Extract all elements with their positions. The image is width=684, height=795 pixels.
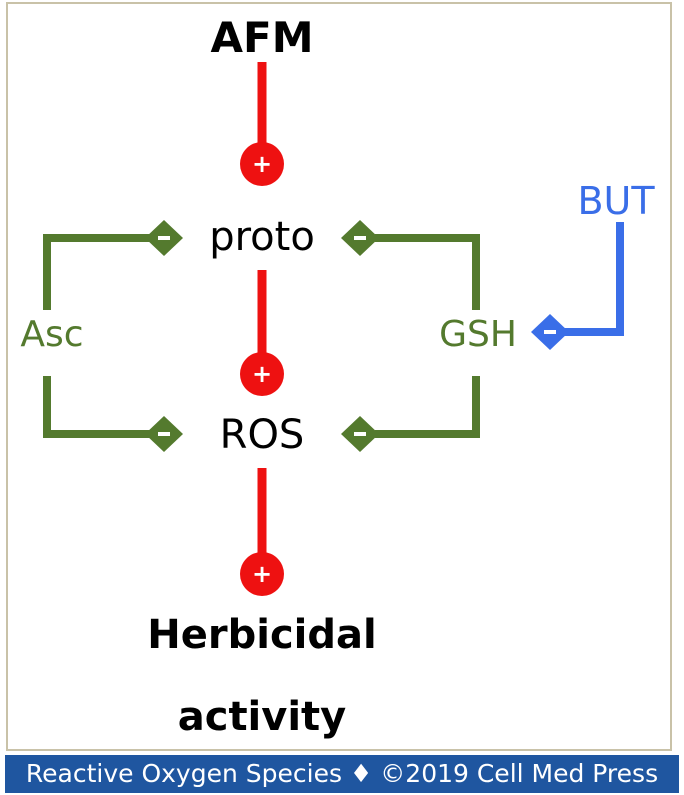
plus-sign: + [252,150,272,178]
node-herbicidal-line2: activity [178,694,347,740]
asc-inhibition-edge [43,220,183,452]
plus-badge [240,142,284,186]
node-asc: Asc [20,314,83,355]
copyright-footer: Reactive Oxygen Species ♦ ©2019 Cell Med… [5,755,679,793]
plus-badge [240,352,284,396]
plus-sign: + [252,560,272,588]
node-but: BUT [577,179,655,223]
node-herbicidal-line1: Herbicidal [147,612,376,658]
node-proto: proto [209,214,315,260]
diagram-frame [6,2,672,751]
node-ros: ROS [220,412,305,458]
afm-to-proto-edge: + [240,62,284,186]
proto-to-ros-edge: + [240,270,284,396]
plus-badge [240,552,284,596]
ros-to-herbicidal-edge: + [240,468,284,596]
gsh-inhibition-edge [341,220,480,452]
plus-sign: + [252,360,272,388]
node-gsh: GSH [439,314,517,355]
but-inhibition-edge [531,222,624,350]
node-afm: AFM [211,13,314,62]
